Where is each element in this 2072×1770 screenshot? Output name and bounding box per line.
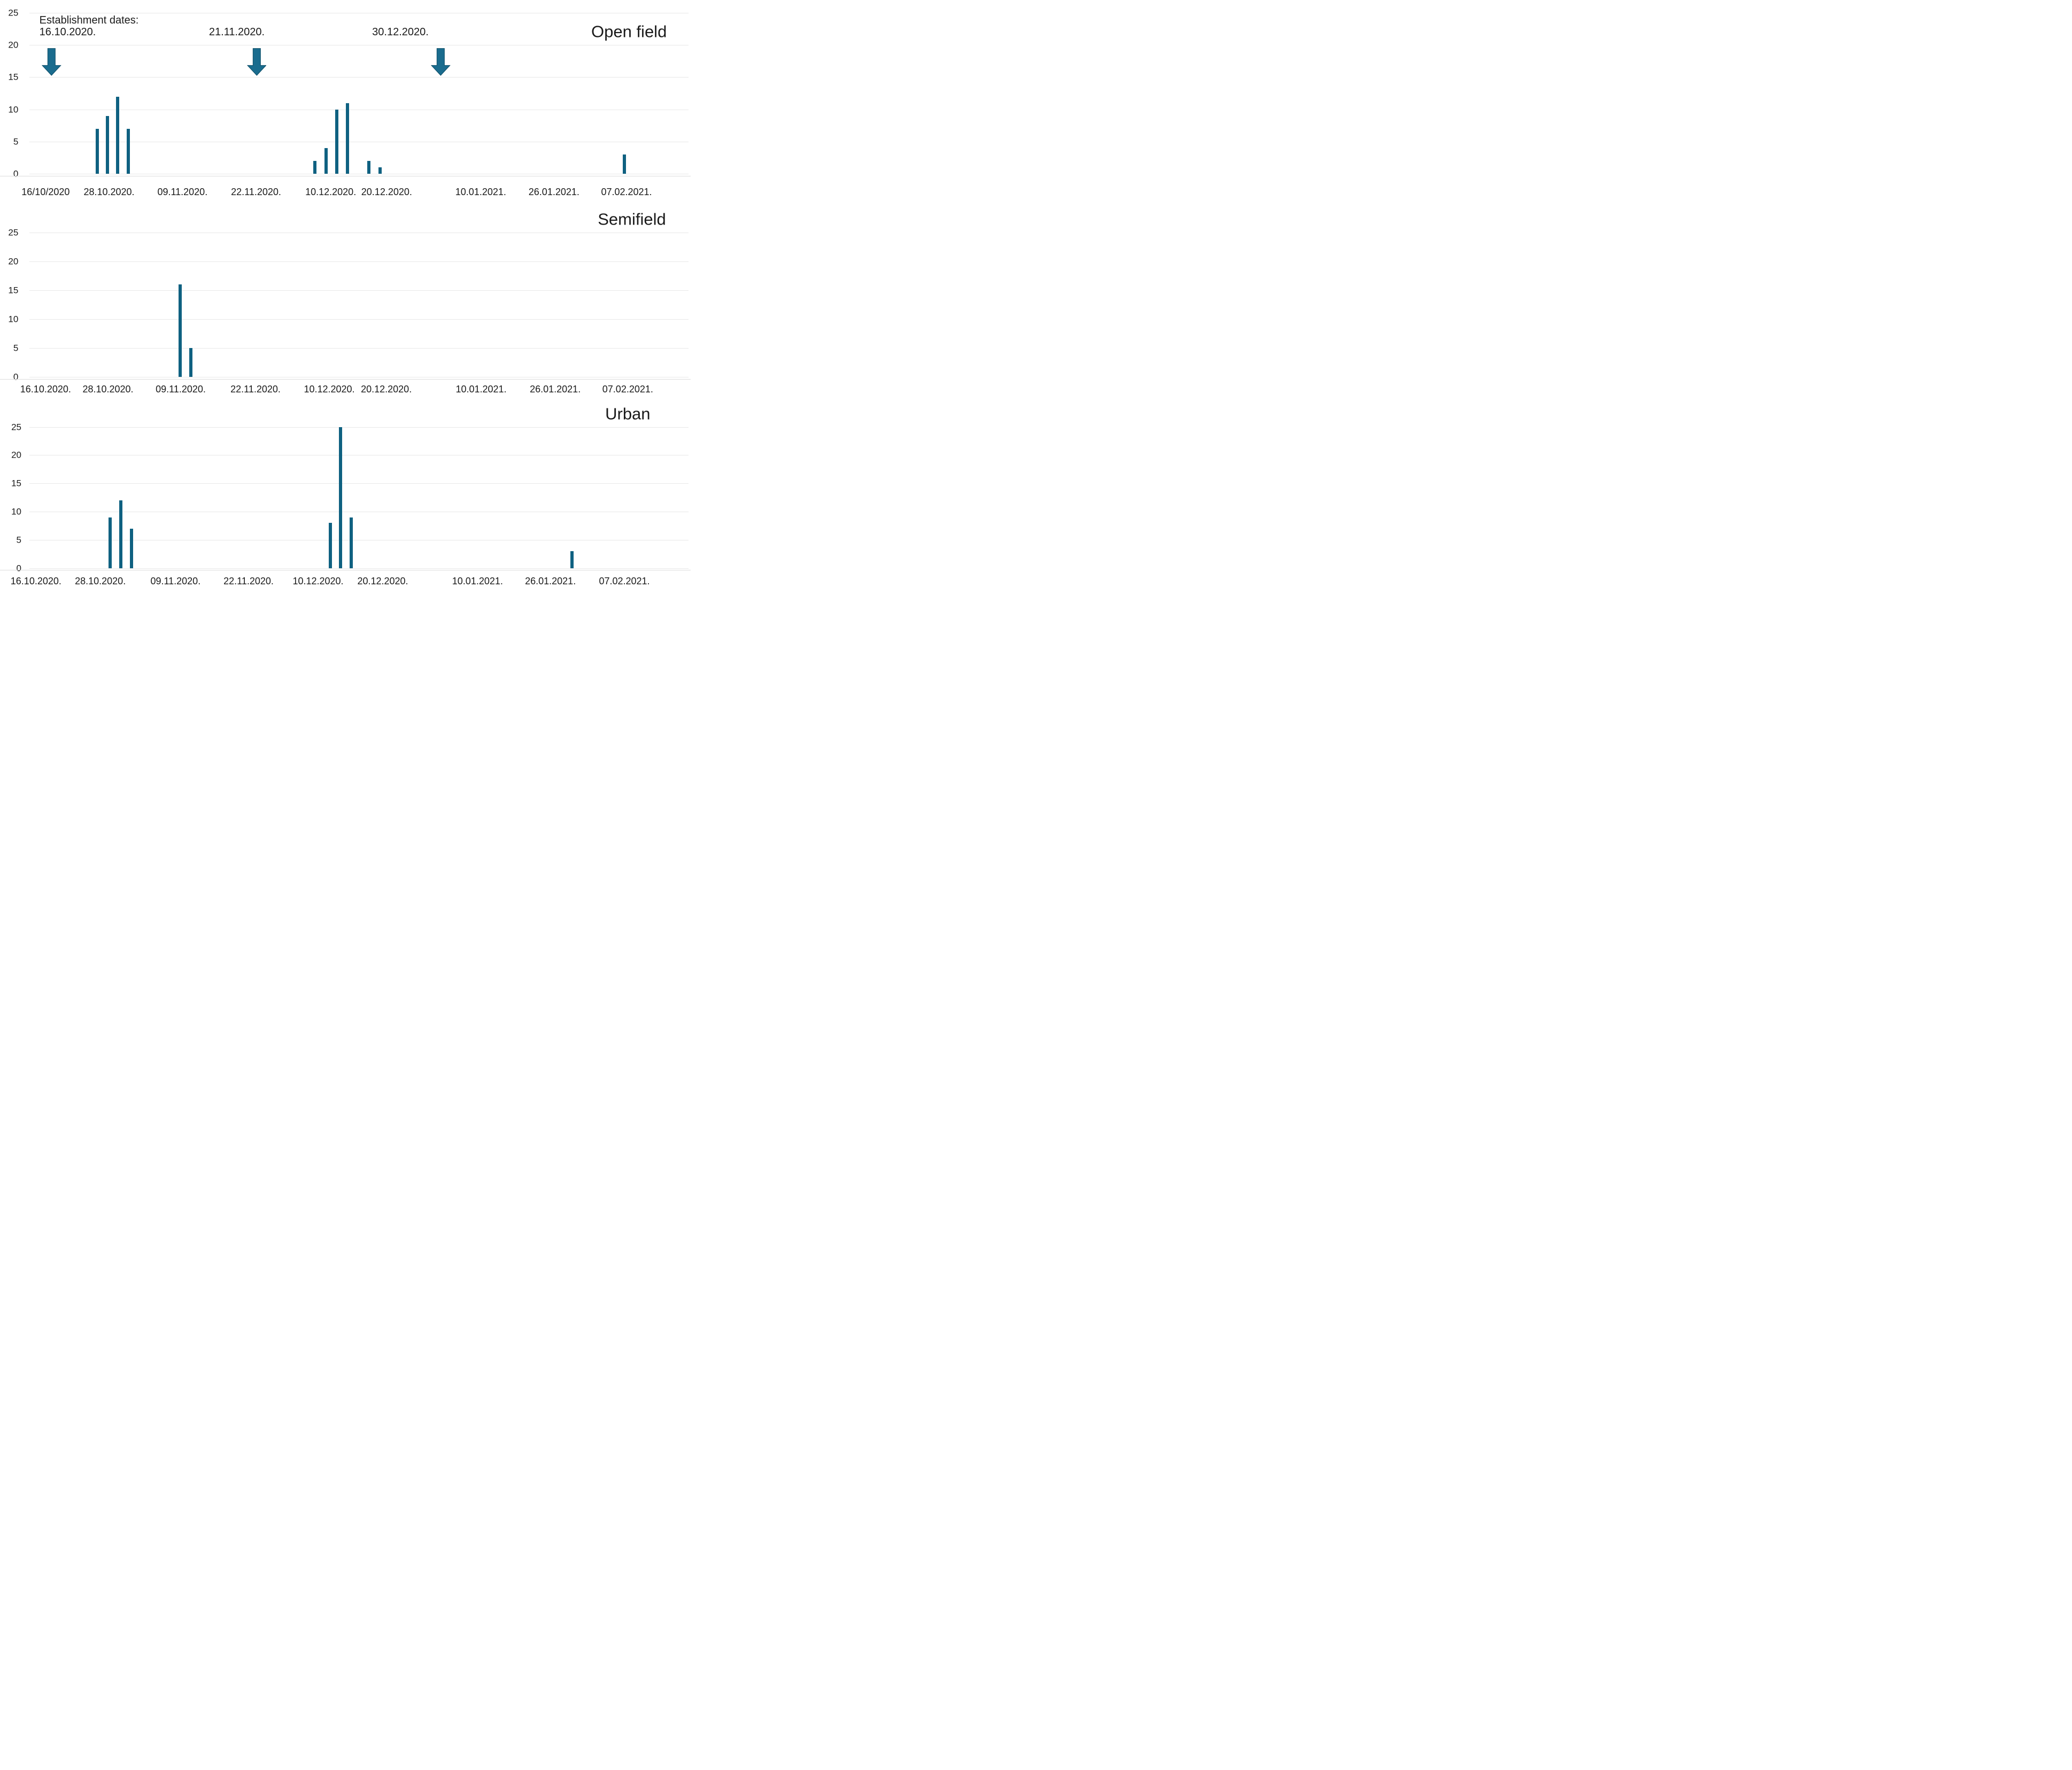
y-axis-tick-label: 25 bbox=[8, 227, 19, 238]
y-axis-tick-label: 25 bbox=[8, 7, 19, 18]
gridline-y-15 bbox=[29, 483, 689, 484]
x-axis-tick-label: 22.11.2020. bbox=[231, 187, 281, 198]
chart-semifield: Semifield 0 5 10 15 20 25 16.10.2020. 28.10.202… bbox=[0, 0, 691, 590]
bar bbox=[313, 160, 316, 174]
x-axis-tick-label: 10.01.2021. bbox=[455, 384, 507, 395]
y-axis-tick-label: 25 bbox=[11, 422, 21, 432]
establishment-date-label: 30.12.2020. bbox=[372, 26, 429, 38]
down-arrow-icon bbox=[246, 48, 267, 76]
x-axis-tick-label: 20.12.2020. bbox=[357, 576, 408, 587]
x-axis-tick-label: 20.12.2020. bbox=[361, 187, 412, 198]
y-axis-tick-label: 10 bbox=[11, 506, 21, 517]
establishment-annotations: Establishment dates: 16.10.2020. 21.11.20… bbox=[0, 0, 691, 590]
x-axis-tick-label: 16.10.2020. bbox=[20, 384, 71, 395]
down-arrow-icon bbox=[42, 48, 61, 76]
x-axis-tick-label: 26.01.2021. bbox=[528, 187, 579, 198]
establishment-date-label: 21.11.2020. bbox=[208, 26, 265, 38]
x-axis-tick-label: 16/10/2020 bbox=[21, 187, 70, 198]
gridline-y-10 bbox=[29, 319, 689, 320]
bar bbox=[367, 160, 371, 174]
bar bbox=[179, 284, 182, 377]
gridline-y-0 bbox=[29, 568, 689, 569]
bar bbox=[324, 148, 328, 174]
chart-title-urban: Urban bbox=[605, 404, 651, 423]
x-axis-tick-label: 10.12.2020. bbox=[292, 576, 344, 587]
chart-title-open-field: Open field bbox=[591, 22, 667, 41]
gridline-y-5 bbox=[29, 348, 689, 349]
bar bbox=[119, 500, 123, 568]
chart-open-field: Open field 0 5 10 15 20 25 16/10/2020 28.10.202… bbox=[0, 0, 691, 590]
y-axis-tick-label: 15 bbox=[8, 285, 19, 296]
x-axis-tick-label: 10.01.2021. bbox=[452, 576, 503, 587]
bar bbox=[328, 523, 332, 568]
gridline-y-15 bbox=[29, 77, 689, 78]
x-axis-tick-label: 26.01.2021. bbox=[530, 384, 581, 395]
x-axis-tick-label: 22.11.2020. bbox=[223, 576, 274, 587]
y-axis-tick-label: 0 bbox=[13, 372, 19, 382]
x-axis-tick-label: 10.12.2020. bbox=[304, 384, 355, 395]
x-axis-tick-label: 26.01.2021. bbox=[525, 576, 576, 587]
x-axis-tick-label: 20.12.2020. bbox=[361, 384, 412, 395]
x-axis-tick-label: 07.02.2021. bbox=[601, 187, 652, 198]
annotation-heading: Establishment dates: bbox=[39, 14, 139, 27]
x-axis-tick-label: 28.10.2020. bbox=[82, 384, 134, 395]
chart-urban: Urban 0 5 10 15 20 25 16.10.2020. 28.10.2020. 09… bbox=[0, 0, 691, 590]
x-axis-tick-label: 09.11.2020. bbox=[150, 576, 201, 587]
y-axis-tick-label: 20 bbox=[8, 256, 19, 267]
x-axis-tick-label: 28.10.2020. bbox=[83, 187, 135, 198]
x-axis-tick-label: 07.02.2021. bbox=[602, 384, 653, 395]
x-axis-tick-label: 07.02.2021. bbox=[599, 576, 650, 587]
y-axis-tick-label: 5 bbox=[13, 343, 19, 353]
bar bbox=[339, 427, 343, 568]
x-axis-tick-label: 10.01.2021. bbox=[455, 187, 506, 198]
y-axis-tick-label: 20 bbox=[8, 40, 19, 50]
y-axis-tick-label: 0 bbox=[16, 563, 21, 574]
bar bbox=[129, 528, 134, 568]
y-axis-tick-label: 10 bbox=[8, 104, 19, 115]
bar bbox=[622, 154, 627, 174]
bar bbox=[105, 115, 110, 174]
x-axis-tick-label: 09.11.2020. bbox=[157, 187, 208, 198]
x-axis-tick-label: 10.12.2020. bbox=[305, 187, 357, 198]
y-axis-tick-label: 5 bbox=[16, 535, 21, 545]
down-arrow-icon bbox=[431, 48, 451, 76]
y-axis-tick-label: 20 bbox=[11, 450, 21, 460]
bar bbox=[126, 128, 130, 174]
x-axis-line bbox=[0, 378, 691, 380]
bar bbox=[570, 551, 574, 568]
gridline-y-15 bbox=[29, 290, 689, 291]
y-axis-tick-label: 5 bbox=[13, 136, 19, 147]
gridline-y-25 bbox=[29, 427, 689, 428]
y-axis-tick-label: 0 bbox=[13, 168, 19, 179]
chart-title-semifield: Semifield bbox=[598, 210, 666, 229]
figure-canvas: Open field 0 5 10 15 20 25 16/10/2020 28.10.202… bbox=[0, 0, 691, 590]
x-axis-tick-label: 09.11.2020. bbox=[156, 384, 206, 395]
x-axis-tick-label: 22.11.2020. bbox=[230, 384, 281, 395]
bar bbox=[378, 167, 382, 174]
gridline-y-20 bbox=[29, 261, 689, 262]
bar bbox=[345, 103, 350, 174]
bar bbox=[116, 96, 120, 174]
bar bbox=[335, 109, 338, 174]
y-axis-tick-label: 15 bbox=[11, 478, 21, 489]
bar bbox=[108, 517, 112, 568]
establishment-date-label: 16.10.2020. bbox=[39, 26, 96, 38]
bar bbox=[95, 128, 99, 174]
x-axis-tick-label: 28.10.2020. bbox=[75, 576, 126, 587]
bar bbox=[349, 517, 353, 568]
y-axis-tick-label: 10 bbox=[8, 314, 19, 324]
x-axis-tick-label: 16.10.2020. bbox=[10, 576, 61, 587]
y-axis-tick-label: 15 bbox=[8, 72, 19, 82]
bar bbox=[189, 348, 193, 377]
